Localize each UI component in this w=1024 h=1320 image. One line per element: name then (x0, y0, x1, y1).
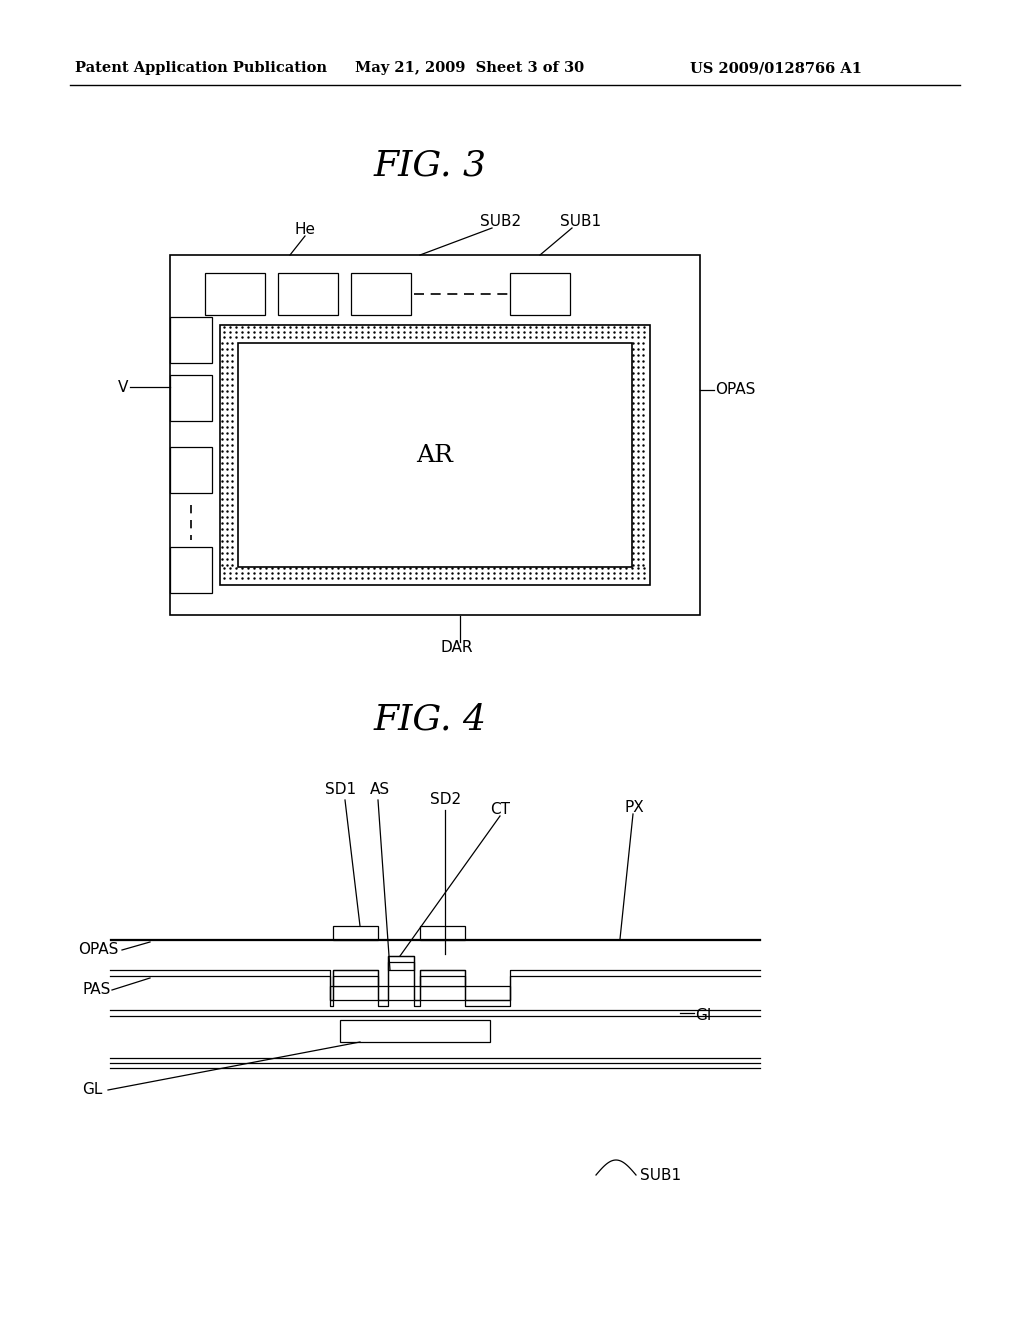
Bar (330, 986, 510, 1001)
Bar (420, 927, 465, 940)
Text: FIG. 3: FIG. 3 (374, 148, 486, 182)
Text: CT: CT (490, 803, 510, 817)
Text: AR: AR (417, 444, 454, 466)
Text: FIG. 4: FIG. 4 (374, 704, 486, 737)
Bar (333, 970, 378, 986)
Bar (205, 273, 265, 315)
Text: OPAS: OPAS (715, 383, 756, 397)
Bar (170, 255, 700, 615)
Text: PX: PX (625, 800, 645, 816)
Text: SD2: SD2 (430, 792, 461, 808)
Bar (510, 273, 570, 315)
Bar (388, 956, 414, 970)
Text: DAR: DAR (440, 640, 472, 656)
Bar (170, 317, 212, 363)
Bar (170, 447, 212, 492)
Text: OPAS: OPAS (78, 942, 119, 957)
Bar (340, 1020, 490, 1041)
Text: SUB2: SUB2 (480, 214, 521, 230)
Bar (333, 927, 378, 940)
Text: He: He (295, 223, 316, 238)
Text: GI: GI (695, 1008, 712, 1023)
Text: PAS: PAS (82, 982, 111, 998)
Bar (420, 970, 465, 986)
Text: US 2009/0128766 A1: US 2009/0128766 A1 (690, 61, 862, 75)
Text: GL: GL (82, 1082, 102, 1097)
Bar (170, 546, 212, 593)
Text: SUB1: SUB1 (640, 1167, 681, 1183)
Text: Patent Application Publication: Patent Application Publication (75, 61, 327, 75)
Text: SD1: SD1 (325, 783, 356, 797)
Text: AS: AS (370, 783, 390, 797)
Bar (278, 273, 338, 315)
Bar (170, 375, 212, 421)
Bar (220, 325, 650, 585)
Bar (238, 343, 632, 568)
Text: May 21, 2009  Sheet 3 of 30: May 21, 2009 Sheet 3 of 30 (355, 61, 584, 75)
Text: V: V (118, 380, 128, 395)
Text: SUB1: SUB1 (560, 214, 601, 230)
Bar (351, 273, 411, 315)
